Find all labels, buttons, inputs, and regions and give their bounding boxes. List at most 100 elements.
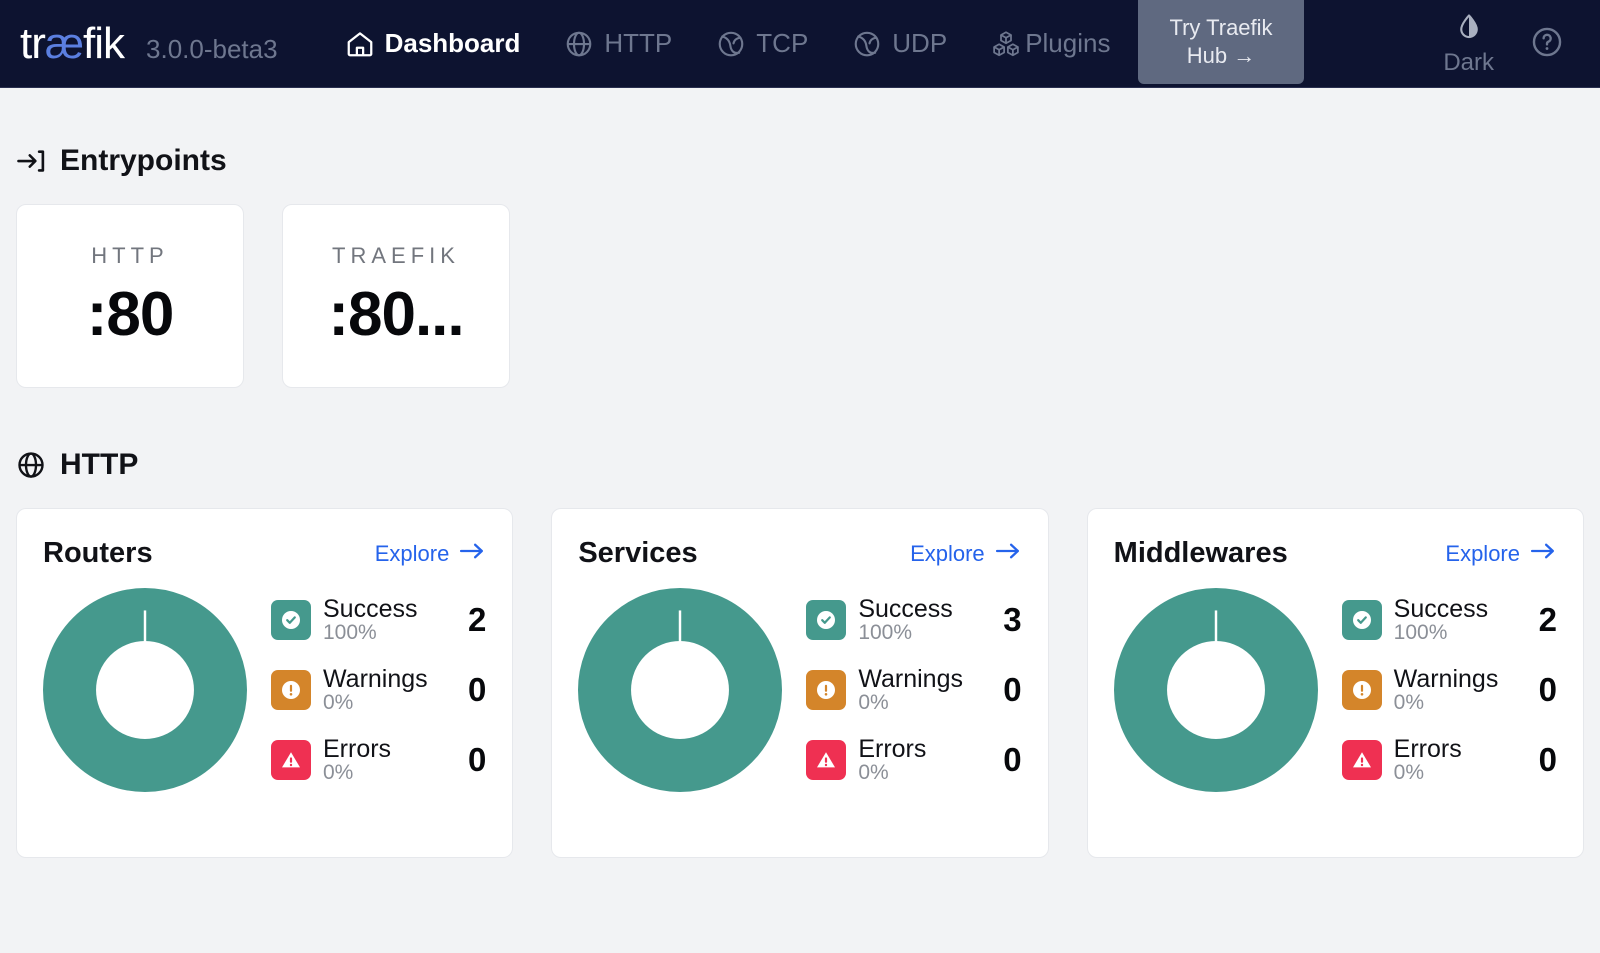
top-navbar: træfik 3.0.0-beta3 Dashboard HTTP	[0, 0, 1600, 88]
http-cards-row: Routers Explore	[16, 508, 1584, 858]
nav-item-plugins[interactable]: Plugins	[969, 0, 1132, 88]
legend-label: Warnings	[1393, 664, 1499, 693]
arrow-right-icon	[459, 540, 486, 568]
hub-line-1: Try Traefik	[1169, 14, 1273, 40]
nav-item-udp[interactable]: UDP	[830, 0, 969, 88]
legend-value: 2	[1538, 600, 1557, 638]
legend-value: 0	[1003, 670, 1022, 708]
entrypoint-name: HTTP	[91, 242, 169, 268]
exclamation-circle-icon	[806, 669, 847, 710]
explore-label: Explore	[910, 540, 985, 566]
legend-row-warnings: Warnings 0% 0	[806, 666, 1022, 715]
navbar-right: Dark	[1417, 0, 1600, 88]
middlewares-legend: Success 100% 2 Warnings 0% 0	[1341, 594, 1557, 785]
contrast-droplet-icon	[1454, 11, 1484, 48]
legend-percent: 100%	[323, 620, 377, 644]
nav-label-plugins: Plugins	[1025, 28, 1111, 58]
warning-triangle-icon	[806, 740, 847, 781]
card-title: Routers	[43, 537, 153, 569]
legend-row-success: Success 100% 2	[271, 594, 487, 644]
dark-mode-toggle[interactable]: Dark	[1417, 11, 1520, 77]
entrypoints-section-header: Entrypoints	[16, 144, 1584, 178]
nav-label-http: HTTP	[604, 28, 673, 58]
legend-percent: 100%	[1393, 620, 1448, 644]
legend-row-errors: Errors 0% 0	[806, 735, 1022, 785]
card-header: Routers Explore	[43, 537, 486, 570]
nav-item-dashboard[interactable]: Dashboard	[323, 0, 543, 88]
routers-legend: Success 100% 2 Warnings 0% 0	[271, 594, 487, 785]
traefik-wordmark: træfik	[20, 18, 125, 68]
legend-label: Errors	[1393, 735, 1462, 764]
legend-label: Success	[1393, 594, 1489, 623]
legend-value: 0	[1538, 670, 1557, 708]
card-body: Success 100% 3 Warnings 0% 0	[578, 588, 1022, 792]
http-title: HTTP	[60, 448, 139, 481]
brand-logo[interactable]: træfik 3.0.0-beta3	[20, 18, 278, 68]
legend-value: 0	[1538, 741, 1557, 779]
arrow-into-bracket-icon	[16, 146, 46, 176]
explore-label: Explore	[1445, 540, 1520, 566]
legend-label: Success	[323, 594, 418, 623]
explore-link-middlewares[interactable]: Explore	[1445, 540, 1557, 568]
routers-card: Routers Explore	[16, 508, 514, 858]
cubes-icon	[991, 29, 1021, 59]
dark-mode-label: Dark	[1443, 49, 1494, 76]
legend-row-errors: Errors 0% 0	[271, 736, 486, 784]
nav-label-dashboard: Dashboard	[384, 28, 521, 58]
legend-percent: 0%	[323, 691, 354, 715]
legend-value: 3	[1003, 600, 1022, 638]
home-icon	[345, 29, 375, 59]
explore-link-routers[interactable]: Explore	[375, 540, 487, 568]
entrypoint-name: TRAEFIK	[332, 242, 460, 268]
check-circle-icon	[806, 599, 847, 640]
nav-label-udp: UDP	[892, 28, 948, 58]
help-button[interactable]	[1520, 25, 1600, 64]
legend-row-warnings: Warnings 0% 0	[1341, 664, 1557, 715]
card-header: Middlewares Explore	[1114, 537, 1557, 570]
sphere-icon	[852, 29, 882, 59]
services-donut-chart	[578, 588, 783, 792]
http-section-header: HTTP	[16, 448, 1584, 482]
nav-item-tcp[interactable]: TCP	[694, 0, 830, 88]
card-title: Middlewares	[1113, 537, 1288, 569]
legend-percent: 0%	[1393, 761, 1425, 785]
warning-triangle-icon	[271, 740, 311, 781]
legend-row-success: Success 100% 2	[1341, 594, 1557, 644]
legend-row-success: Success 100% 3	[806, 594, 1022, 644]
legend-label: Success	[858, 594, 953, 623]
check-circle-icon	[271, 599, 311, 640]
entrypoint-card[interactable]: TRAEFIK :80...	[282, 204, 510, 388]
legend-value: 0	[467, 741, 487, 779]
legend-value: 2	[467, 600, 487, 638]
routers-donut-chart	[43, 588, 247, 792]
legend-value: 0	[467, 670, 487, 708]
nav-item-http[interactable]: HTTP	[542, 0, 694, 88]
legend-percent: 100%	[858, 620, 913, 644]
legend-value: 0	[1003, 741, 1022, 779]
entrypoints-row: HTTP :80 TRAEFIK :80...	[16, 204, 1584, 388]
entrypoint-port: :80...	[328, 279, 464, 349]
middlewares-card: Middlewares Explore	[1086, 508, 1584, 858]
legend-row-errors: Errors 0% 0	[1341, 735, 1557, 785]
logo-prefix: tr	[20, 18, 46, 68]
try-traefik-hub-button[interactable]: Try Traefik Hub →	[1138, 0, 1304, 84]
globe-icon	[16, 450, 46, 480]
legend-label: Warnings	[323, 664, 428, 693]
exclamation-circle-icon	[271, 669, 311, 710]
sphere-icon	[716, 29, 746, 59]
page-content: Entrypoints HTTP :80 TRAEFIK :80... HTTP…	[0, 144, 1600, 858]
card-title: Services	[578, 537, 698, 569]
legend-row-warnings: Warnings 0% 0	[271, 666, 486, 714]
legend-label: Errors	[858, 735, 927, 764]
middlewares-donut-chart	[1113, 588, 1318, 792]
entrypoint-card[interactable]: HTTP :80	[16, 204, 244, 388]
logo-accent: æ	[44, 18, 84, 68]
warning-triangle-icon	[1341, 740, 1382, 781]
legend-percent: 0%	[323, 761, 354, 785]
legend-percent: 0%	[858, 761, 889, 785]
legend-percent: 0%	[1393, 691, 1425, 715]
explore-link-services[interactable]: Explore	[910, 540, 1022, 568]
arrow-right-icon	[1530, 540, 1557, 568]
nav-label-tcp: TCP	[756, 28, 809, 58]
legend-percent: 0%	[858, 691, 889, 715]
